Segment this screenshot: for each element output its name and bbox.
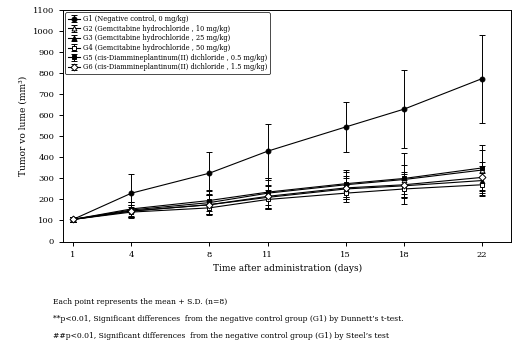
Text: ##p<0.01, Significant differences  from the negative control group (G1) by Steel: ##p<0.01, Significant differences from t… [53,332,389,339]
Legend: G1 (Negative control, 0 mg/kg), G2 (Gemcitabine hydrochloride , 10 mg/kg), G3 (G: G1 (Negative control, 0 mg/kg), G2 (Gemc… [65,12,270,74]
X-axis label: Time after administration (days): Time after administration (days) [213,264,362,273]
Y-axis label: Tumor vo lume (mm³): Tumor vo lume (mm³) [18,76,27,176]
Text: **p<0.01, Significant differences  from the negative control group (G1) by Dunne: **p<0.01, Significant differences from t… [53,315,403,323]
Text: Each point represents the mean + S.D. (n=8): Each point represents the mean + S.D. (n… [53,298,227,306]
